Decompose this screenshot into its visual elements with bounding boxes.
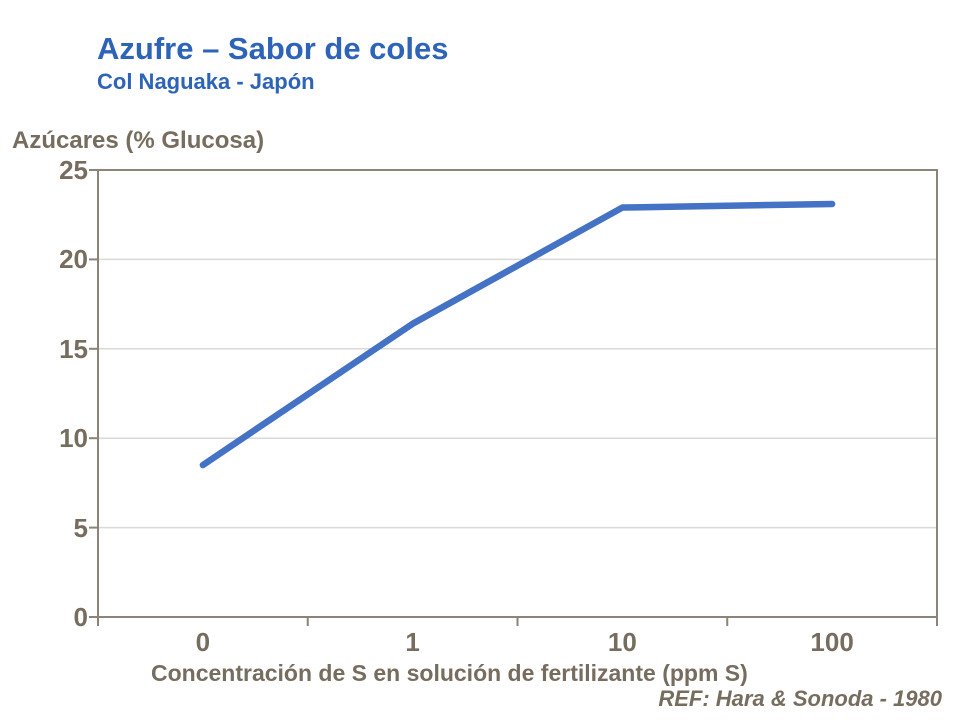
y-tick-label: 15 [59, 333, 88, 364]
x-tick-label: 1 [405, 627, 420, 657]
y-tick-label: 10 [59, 423, 88, 454]
y-tick-label: 5 [73, 512, 88, 543]
plot-border [97, 169, 938, 618]
slide-subtitle: Col Naguaka - Japón [97, 69, 315, 94]
x-tick-label: 100 [810, 627, 854, 657]
slide-title: Azufre – Sabor de coles [97, 31, 449, 66]
y-tick-label: 20 [59, 244, 88, 275]
reference-citation: REF: Hara & Sonoda - 1980 [658, 686, 942, 711]
y-tick-label: 0 [73, 602, 88, 632]
data-line [199, 200, 836, 469]
y-tick-label: 25 [59, 155, 88, 185]
y-axis-title: Azúcares (% Glucosa) [12, 127, 265, 154]
x-axis-title: Concentración de S en solución de fertil… [151, 660, 748, 686]
x-tick-label: 10 [607, 627, 637, 657]
x-tick-label: 0 [195, 627, 211, 657]
